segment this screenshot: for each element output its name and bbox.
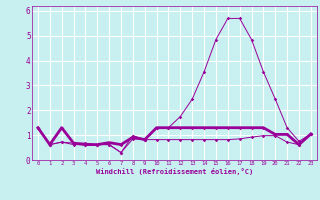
X-axis label: Windchill (Refroidissement éolien,°C): Windchill (Refroidissement éolien,°C) bbox=[96, 168, 253, 175]
